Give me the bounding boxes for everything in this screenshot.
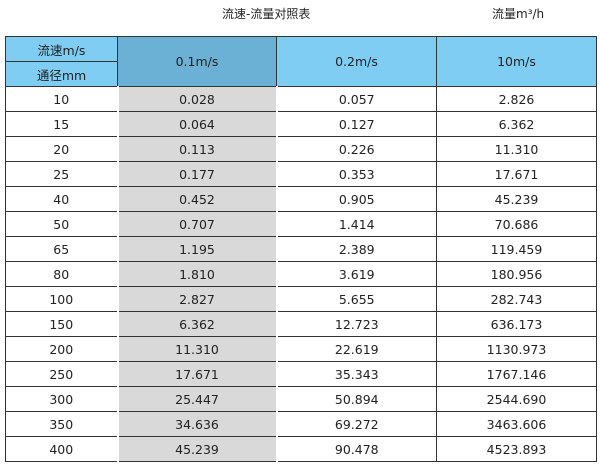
flow-cell: 6.362 <box>116 311 278 337</box>
flow-cell: 11.310 <box>116 336 278 362</box>
flow-table: 流速m/s 0.1m/s 0.2m/s 10m/s 通径mm 10 0.028 0.… <box>5 36 597 462</box>
diameter-cell: 100 <box>5 286 118 312</box>
diameter-cell: 250 <box>5 361 118 387</box>
flow-cell: 0.226 <box>276 136 437 162</box>
flow-cell: 4523.893 <box>436 436 597 462</box>
flow-cell: 1.414 <box>276 211 437 237</box>
diameter-cell: 20 <box>5 136 118 162</box>
flow-cell: 2544.690 <box>436 386 597 412</box>
table-row: 80 1.810 3.619 180.956 <box>5 261 597 287</box>
header-col-0.2: 0.2m/s <box>276 36 437 87</box>
header-velocity: 流速m/s <box>5 36 118 62</box>
flow-cell: 0.905 <box>276 186 437 212</box>
header-row: 流速m/s 0.1m/s 0.2m/s 10m/s <box>5 36 597 87</box>
unit-label: 流量m³/h <box>492 7 545 21</box>
flow-cell: 2.827 <box>116 286 278 312</box>
flow-cell: 2.826 <box>436 86 597 112</box>
flow-cell: 0.028 <box>116 86 278 112</box>
flow-cell: 0.707 <box>116 211 278 237</box>
table-row: 350 34.636 69.272 3463.606 <box>5 411 597 437</box>
diameter-cell: 350 <box>5 411 118 437</box>
table-row: 15 0.064 0.127 6.362 <box>5 111 597 137</box>
flow-cell: 0.452 <box>116 186 278 212</box>
flow-cell: 45.239 <box>116 436 278 462</box>
flow-cell: 6.362 <box>436 111 597 137</box>
diameter-cell: 25 <box>5 161 118 187</box>
flow-cell: 45.239 <box>436 186 597 212</box>
header-col-0.1: 0.1m/s <box>117 36 277 87</box>
header-col-10: 10m/s <box>436 36 597 87</box>
diameter-cell: 10 <box>5 86 118 112</box>
table-row: 40 0.452 0.905 45.239 <box>5 186 597 212</box>
flow-cell: 50.894 <box>276 386 437 412</box>
flow-cell: 69.272 <box>276 411 437 437</box>
diameter-cell: 65 <box>5 236 118 262</box>
flow-cell: 282.743 <box>436 286 597 312</box>
flow-cell: 35.343 <box>276 361 437 387</box>
table-row: 100 2.827 5.655 282.743 <box>5 286 597 312</box>
flow-cell: 0.064 <box>116 111 278 137</box>
table-title: 流速-流量对照表 <box>222 7 311 21</box>
flow-cell: 1767.146 <box>436 361 597 387</box>
flow-cell: 3463.606 <box>436 411 597 437</box>
diameter-cell: 50 <box>5 211 118 237</box>
flow-cell: 70.686 <box>436 211 597 237</box>
flow-cell: 25.447 <box>116 386 278 412</box>
table-row: 250 17.671 35.343 1767.146 <box>5 361 597 387</box>
flow-cell: 0.113 <box>116 136 278 162</box>
diameter-cell: 150 <box>5 311 118 337</box>
diameter-cell: 80 <box>5 261 118 287</box>
table-row: 20 0.113 0.226 11.310 <box>5 136 597 162</box>
header-diameter: 通径mm <box>5 61 118 87</box>
flow-cell: 0.057 <box>276 86 437 112</box>
flow-cell: 17.671 <box>116 361 278 387</box>
diameter-cell: 300 <box>5 386 118 412</box>
flow-cell: 22.619 <box>276 336 437 362</box>
table-row: 400 45.239 90.478 4523.893 <box>5 436 597 462</box>
diameter-cell: 400 <box>5 436 118 462</box>
table-row: 50 0.707 1.414 70.686 <box>5 211 597 237</box>
flow-cell: 0.127 <box>276 111 437 137</box>
flow-cell: 11.310 <box>436 136 597 162</box>
flow-cell: 90.478 <box>276 436 437 462</box>
diameter-cell: 15 <box>5 111 118 137</box>
flow-cell: 1130.973 <box>436 336 597 362</box>
flow-cell: 0.353 <box>276 161 437 187</box>
table-row: 200 11.310 22.619 1130.973 <box>5 336 597 362</box>
flow-cell: 5.655 <box>276 286 437 312</box>
flow-cell: 3.619 <box>276 261 437 287</box>
table-row: 300 25.447 50.894 2544.690 <box>5 386 597 412</box>
flow-cell: 636.173 <box>436 311 597 337</box>
diameter-cell: 40 <box>5 186 118 212</box>
flow-cell: 0.177 <box>116 161 278 187</box>
flow-cell: 34.636 <box>116 411 278 437</box>
diameter-cell: 200 <box>5 336 118 362</box>
flow-cell: 2.389 <box>276 236 437 262</box>
table-row: 25 0.177 0.353 17.671 <box>5 161 597 187</box>
table-row: 10 0.028 0.057 2.826 <box>5 86 597 112</box>
header-row-2: 通径mm <box>5 61 597 87</box>
table-row: 150 6.362 12.723 636.173 <box>5 311 597 337</box>
flow-cell: 12.723 <box>276 311 437 337</box>
flow-cell: 119.459 <box>436 236 597 262</box>
flow-cell: 1.195 <box>116 236 278 262</box>
flow-cell: 17.671 <box>436 161 597 187</box>
flow-cell: 180.956 <box>436 261 597 287</box>
flow-cell: 1.810 <box>116 261 278 287</box>
table-row: 65 1.195 2.389 119.459 <box>5 236 597 262</box>
